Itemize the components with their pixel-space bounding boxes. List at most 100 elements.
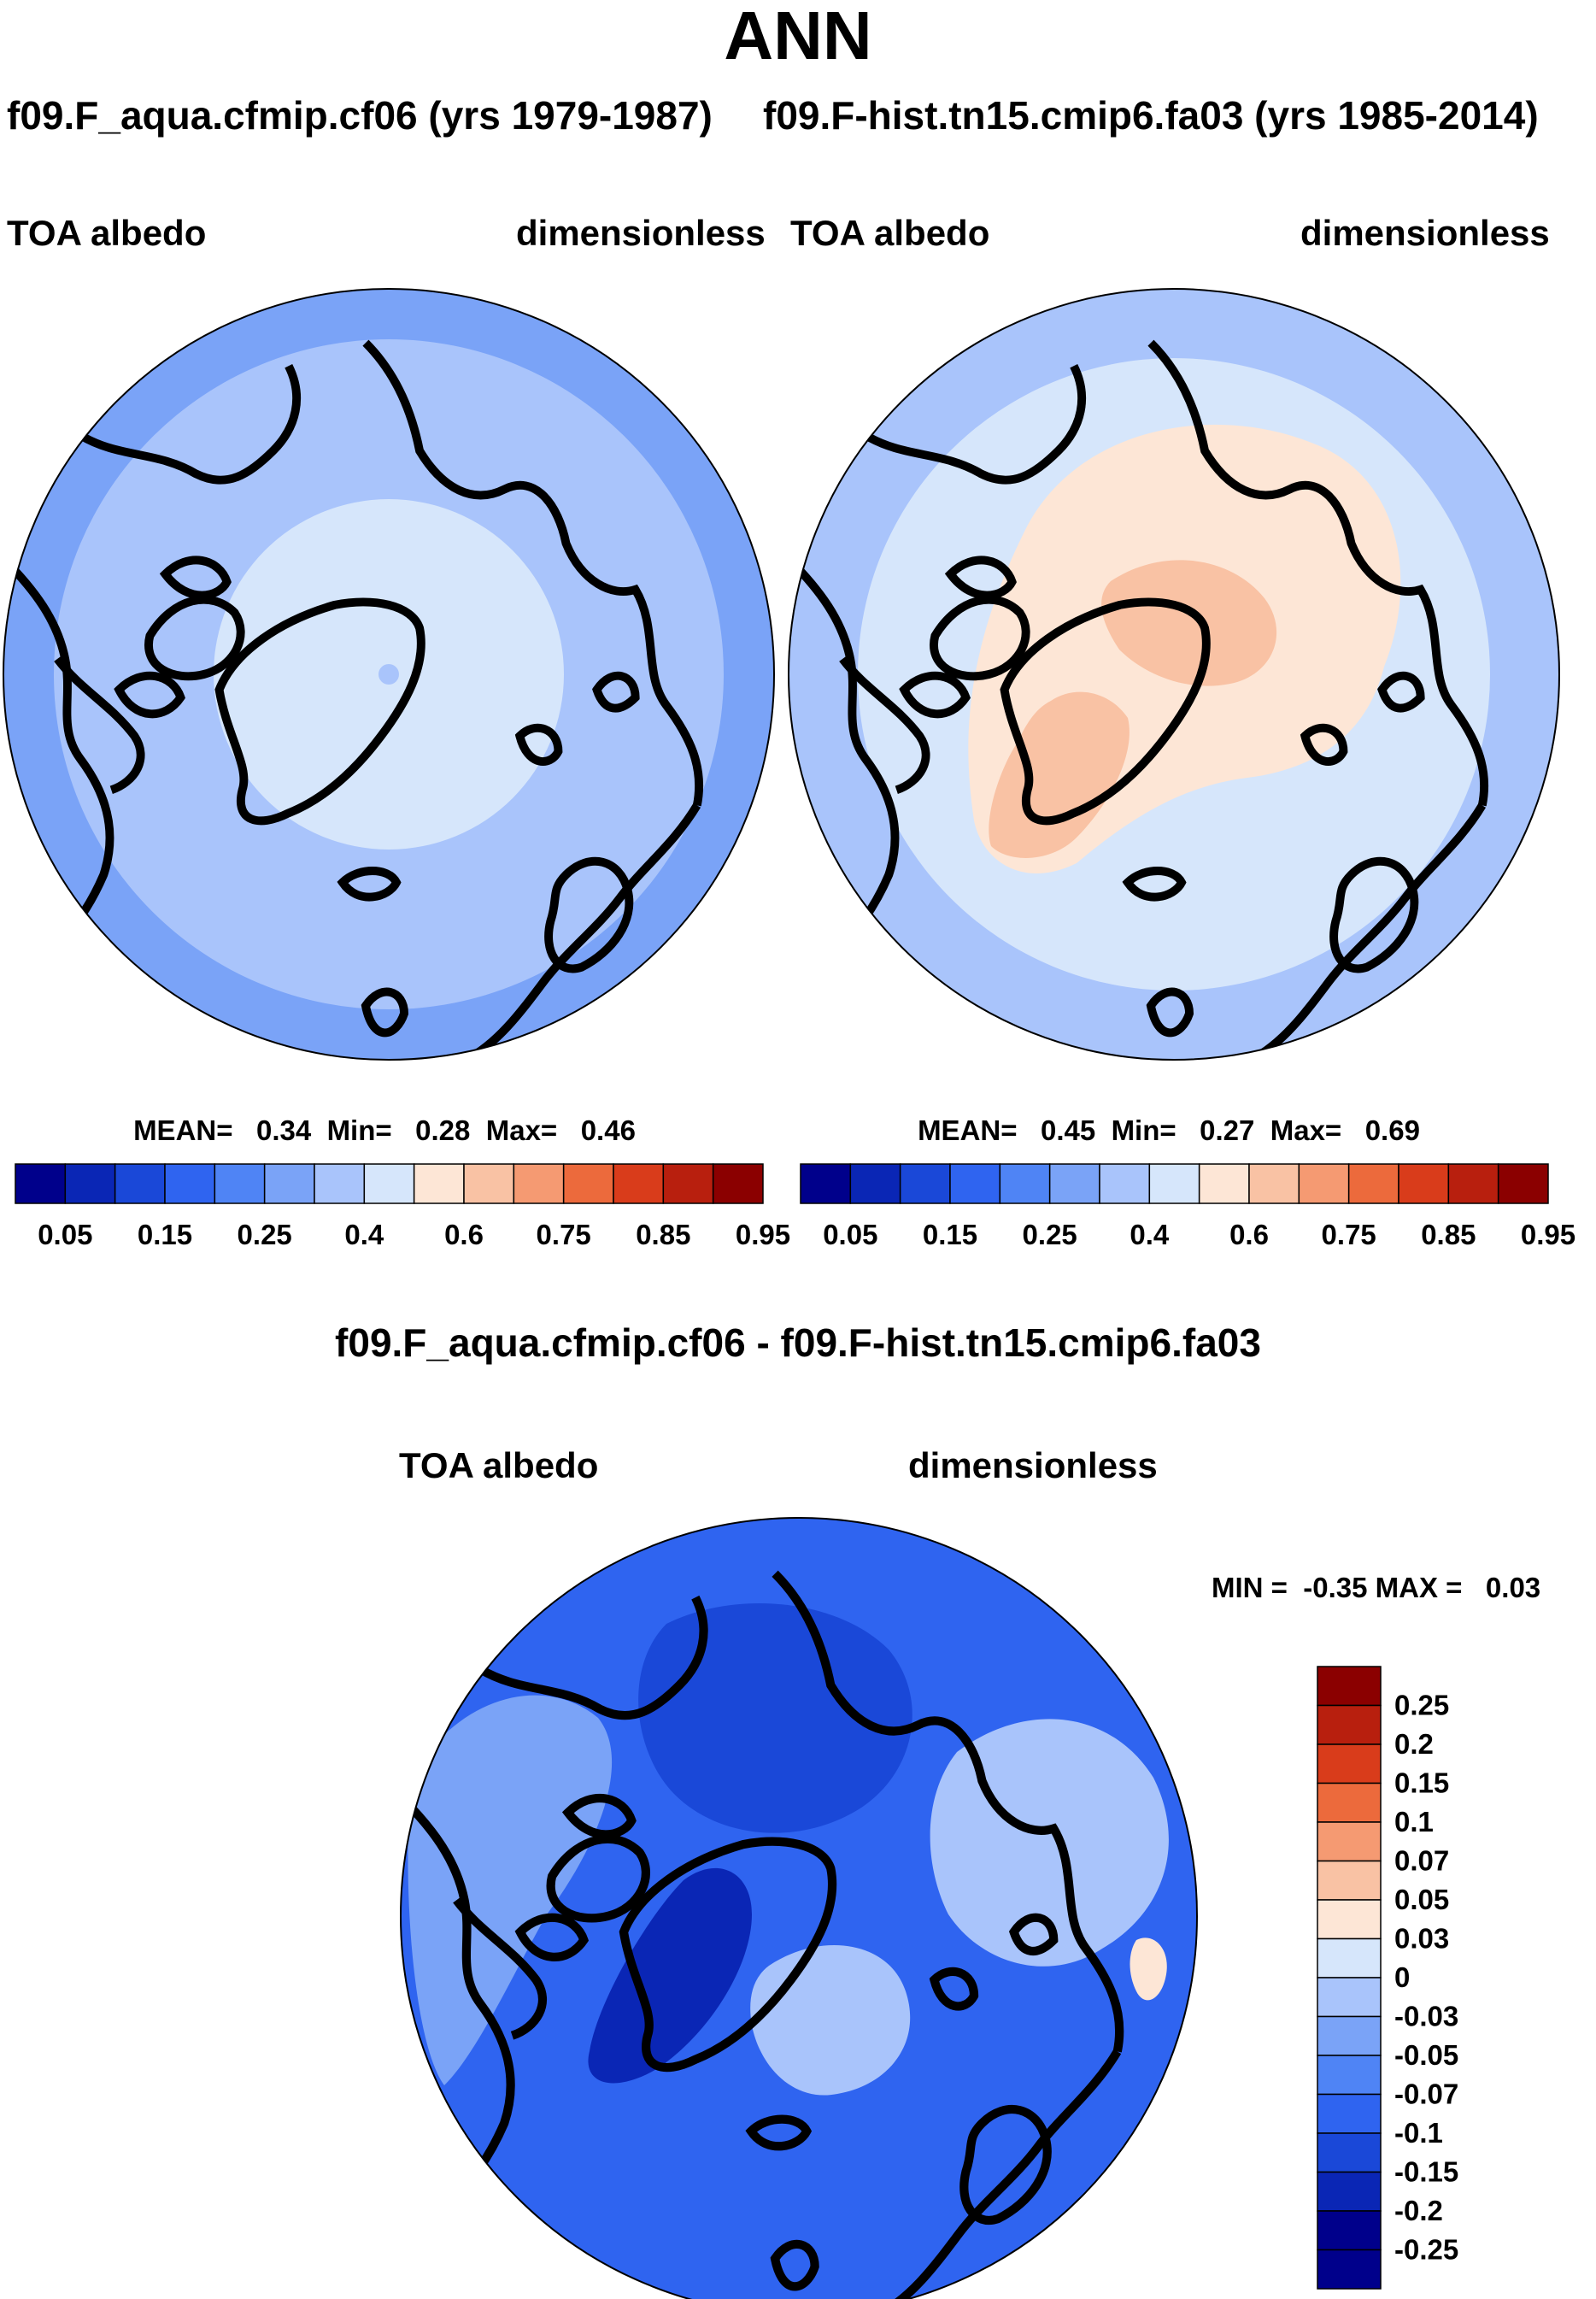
colorbar-3-box-10 xyxy=(1317,2055,1382,2096)
panel-2-map xyxy=(789,289,1559,1060)
colorbar-3-tick-label: -0.15 xyxy=(1394,2156,1458,2188)
panel-1-map xyxy=(3,289,774,1060)
panel-3-map xyxy=(401,1518,1197,2299)
panel-3-band-positive xyxy=(1130,1937,1167,2001)
colorbar-2-box-1 xyxy=(849,1163,901,1204)
panel-3-band-canada xyxy=(408,1695,613,2085)
colorbar-1-box-13 xyxy=(662,1163,714,1204)
colorbar-2-box-10 xyxy=(1298,1163,1350,1204)
colorbar-2-box-9 xyxy=(1248,1163,1300,1204)
colorbar-3-box-9 xyxy=(1317,2015,1382,2056)
panel-2-units-label: dimensionless xyxy=(1300,213,1550,253)
colorbar-3-tick-label: 0.1 xyxy=(1394,1806,1434,1837)
colorbar-3-box-6 xyxy=(1317,1899,1382,1940)
panel-1-colorbar xyxy=(15,1163,764,1204)
colorbar-2-box-8 xyxy=(1198,1163,1250,1204)
colorbar-1-box-14 xyxy=(712,1163,764,1204)
colorbar-2-tick-label: 0.95 xyxy=(1521,1219,1575,1250)
panel-2-band-central xyxy=(1101,560,1277,686)
colorbar-3-box-0 xyxy=(1317,1666,1382,1707)
panel-1-units-label: dimensionless xyxy=(516,213,766,253)
colorbar-3-tick-label: 0 xyxy=(1394,1961,1410,1993)
colorbar-1-tick-label: 0.05 xyxy=(38,1219,92,1250)
colorbar-3-box-7 xyxy=(1317,1937,1382,1979)
panel-3-variable-label: TOA albedo xyxy=(399,1445,599,1485)
colorbar-2-tick-label: 0.4 xyxy=(1130,1219,1170,1250)
panel-3-band-greenland xyxy=(588,1867,752,2084)
colorbar-1-box-11 xyxy=(562,1163,614,1204)
colorbar-3-tick-label: 0.15 xyxy=(1394,1767,1449,1799)
panel-3-band-central xyxy=(638,1603,912,1833)
colorbar-2-tick-label: 0.85 xyxy=(1421,1219,1476,1250)
colorbar-1-box-3 xyxy=(164,1163,216,1204)
colorbar-2-tick-label: 0.6 xyxy=(1229,1219,1269,1250)
colorbar-2-box-7 xyxy=(1148,1163,1200,1204)
colorbar-3-box-4 xyxy=(1317,1821,1382,1862)
colorbar-3-tick-label: 0.25 xyxy=(1394,1690,1449,1721)
colorbar-1-box-9 xyxy=(463,1163,515,1204)
panel-2-band-greenland xyxy=(989,691,1130,858)
colorbar-1-box-7 xyxy=(363,1163,415,1204)
colorbar-2-tick-label: 0.25 xyxy=(1023,1219,1077,1250)
panel-2-map-border xyxy=(788,288,1560,1061)
panel-3-colorbar-ticks: 0.25 0.2 0.15 0.1 0.07 0.05 0.03 0 -0.03 -0.05 -0.… xyxy=(1394,1690,1458,2266)
colorbar-2-box-12 xyxy=(1398,1163,1450,1204)
panel-3-units-label: dimensionless xyxy=(908,1445,1158,1485)
colorbar-1-tick-label: 0.4 xyxy=(344,1219,384,1250)
colorbar-3-box-13 xyxy=(1317,2171,1382,2212)
case-1-title: f09.F_aqua.cfmip.cf06 (yrs 1979-1987) xyxy=(7,93,713,138)
panel-2-stats: MEAN= 0.45 Min= 0.27 Max= 0.69 xyxy=(918,1114,1420,1146)
colorbar-1-tick-label: 0.85 xyxy=(636,1219,690,1250)
colorbar-2-box-14 xyxy=(1497,1163,1549,1204)
colorbar-1-box-0 xyxy=(15,1163,67,1204)
colorbar-3-tick-label: -0.2 xyxy=(1394,2195,1443,2226)
colorbar-2-tick-label: 0.75 xyxy=(1322,1219,1376,1250)
panel-3-map-border xyxy=(400,1517,1198,2299)
panel-3-minmax: MIN = -0.35 MAX = 0.03 xyxy=(1212,1572,1541,1603)
colorbar-3-tick-label: 0.05 xyxy=(1394,1884,1449,1915)
colorbar-1-box-12 xyxy=(613,1163,665,1204)
colorbar-2-box-4 xyxy=(999,1163,1051,1204)
panel-3-colorbar xyxy=(1317,1666,1382,2290)
colorbar-2-box-6 xyxy=(1099,1163,1151,1204)
colorbar-2-box-11 xyxy=(1347,1163,1399,1204)
colorbar-3-tick-label: -0.25 xyxy=(1394,2234,1458,2266)
colorbar-2-box-13 xyxy=(1447,1163,1499,1204)
panel-2-colorbar xyxy=(800,1163,1549,1204)
colorbar-3-tick-label: -0.05 xyxy=(1394,2039,1458,2071)
colorbar-1-tick-label: 0.95 xyxy=(736,1219,790,1250)
panel-3-band-siberia xyxy=(930,1719,1169,1967)
colorbar-3-box-12 xyxy=(1317,2132,1382,2173)
colorbar-3-box-14 xyxy=(1317,2210,1382,2251)
colorbar-3-tick-label: -0.1 xyxy=(1394,2117,1443,2149)
panel-1-map-border xyxy=(3,288,775,1061)
colorbar-3-tick-label: 0.07 xyxy=(1394,1845,1449,1877)
colorbar-1-box-2 xyxy=(114,1163,166,1204)
case-2-title: f09.F-hist.tn15.cmip6.fa03 (yrs 1985-201… xyxy=(763,93,1539,138)
colorbar-3-box-5 xyxy=(1317,1860,1382,1901)
colorbar-1-tick-label: 0.15 xyxy=(138,1219,192,1250)
colorbar-3-tick-label: -0.03 xyxy=(1394,2001,1458,2032)
colorbar-3-box-8 xyxy=(1317,1977,1382,2018)
colorbar-3-box-1 xyxy=(1317,1704,1382,1745)
page-title: ANN xyxy=(724,0,872,73)
colorbar-3-box-3 xyxy=(1317,1782,1382,1823)
colorbar-3-tick-label: 0.2 xyxy=(1394,1728,1434,1760)
colorbar-3-box-11 xyxy=(1317,2093,1382,2134)
colorbar-3-tick-label: 0.03 xyxy=(1394,1923,1449,1955)
panel-1-variable-label: TOA albedo xyxy=(7,213,207,253)
panel-1-pole-spot xyxy=(378,664,399,685)
colorbar-2-tick-label: 0.15 xyxy=(923,1219,977,1250)
colorbar-1-tick-label: 0.6 xyxy=(444,1219,484,1250)
colorbar-2-box-0 xyxy=(800,1163,852,1204)
colorbar-1-tick-label: 0.75 xyxy=(537,1219,591,1250)
colorbar-3-box-2 xyxy=(1317,1743,1382,1785)
colorbar-1-box-8 xyxy=(413,1163,465,1204)
colorbar-3-box-15 xyxy=(1317,2249,1382,2290)
colorbar-1-box-5 xyxy=(263,1163,315,1204)
colorbar-1-tick-label: 0.25 xyxy=(238,1219,292,1250)
panel-2-variable-label: TOA albedo xyxy=(790,213,990,253)
colorbar-2-box-2 xyxy=(899,1163,951,1204)
colorbar-1-box-6 xyxy=(314,1163,366,1204)
